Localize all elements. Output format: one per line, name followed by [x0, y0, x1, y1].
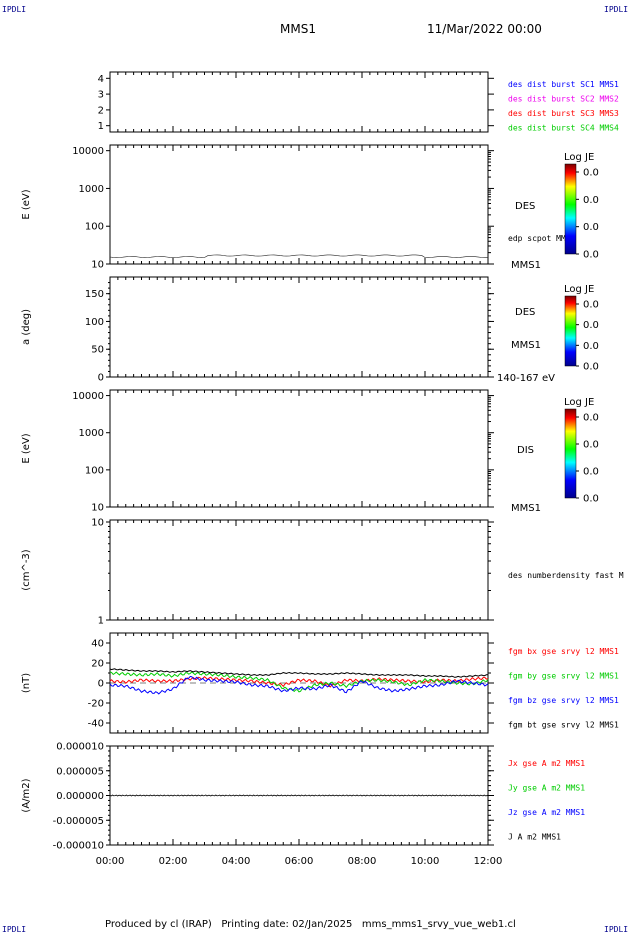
- legend-entry: fgm by gse srvy l2 MMS1: [508, 672, 619, 681]
- colorbar-tick-label: 0.0: [583, 250, 599, 261]
- colorbar-tick-label: 0.0: [583, 413, 599, 424]
- x-tick-label: 02:00: [159, 856, 188, 867]
- y-tick-label: 10: [91, 260, 104, 271]
- spacecraft-title: MMS1: [280, 22, 316, 36]
- legend-entry: J A m2 MMS1: [508, 833, 561, 842]
- y-tick-label: 1000: [79, 184, 104, 195]
- y-tick-label: 100: [85, 317, 104, 328]
- series-line: [109, 675, 489, 695]
- panel-side-label: MMS1: [511, 503, 541, 514]
- corner-mark-bottom-left: IPDLI: [2, 925, 27, 934]
- y-tick-label: 2: [98, 105, 104, 116]
- y-tick-label: 150: [85, 289, 104, 300]
- x-tick-label: 10:00: [411, 856, 440, 867]
- colorbar-tick-label: 0.0: [583, 341, 599, 352]
- colorbar: [564, 408, 577, 499]
- y-tick-label: 40: [91, 639, 104, 650]
- y-axis-label: E (eV): [21, 189, 32, 219]
- legend-entry: fgm bt gse srvy l2 MMS1: [508, 721, 619, 730]
- panel-side-label: DES: [515, 307, 535, 318]
- y-tick-label: 10: [91, 518, 104, 529]
- legend-entry: des dist burst SC1 MMS1: [508, 80, 619, 89]
- legend-entry: fgm bx gse srvy l2 MMS1: [508, 647, 619, 656]
- colorbar: [564, 295, 577, 367]
- x-tick-label: 06:00: [285, 856, 314, 867]
- legend-entry: des dist burst SC4 MMS4: [508, 124, 619, 133]
- y-tick-label: 0.000005: [56, 766, 104, 777]
- panel-frame-4: [109, 519, 489, 621]
- y-tick-label: -20: [88, 699, 104, 710]
- colorbar-tick-label: 0.0: [583, 362, 599, 373]
- scpot-trace: [109, 254, 489, 258]
- x-tick-label: 08:00: [348, 856, 377, 867]
- panel-side-label: MMS1: [511, 340, 541, 351]
- y-tick-label: 100: [85, 222, 104, 233]
- colorbar-title: Log JE: [564, 152, 594, 163]
- panel-side-label: DIS: [517, 445, 534, 456]
- y-tick-label: 0: [98, 373, 104, 384]
- footer-credits: Produced by cl (IRAP) Printing date: 02/…: [105, 919, 516, 930]
- y-axis-label: (nT): [21, 673, 32, 693]
- colorbar: [564, 163, 577, 255]
- y-axis-label: (cm^-3): [21, 549, 32, 590]
- panel-frame-1: [109, 144, 489, 265]
- colorbar-title: Log JE: [564, 284, 594, 295]
- panel-frame-3: [109, 389, 489, 508]
- series-line: [109, 676, 489, 688]
- y-axis-label: a (deg): [21, 309, 32, 345]
- legend-entry: des numberdensity fast M: [508, 571, 624, 580]
- y-tick-label: 4: [98, 74, 104, 85]
- corner-mark-top-left: IPDLI: [2, 5, 27, 14]
- colorbar-tick-label: 0.0: [583, 168, 599, 179]
- corner-mark-top-right: IPDLI: [604, 5, 629, 14]
- y-axis-label: (A/m2): [21, 778, 32, 812]
- y-tick-label: -0.000005: [53, 816, 104, 827]
- y-tick-label: 20: [91, 659, 104, 670]
- panel-side-label: 140-167 eV: [497, 373, 555, 384]
- y-tick-label: -40: [88, 719, 104, 730]
- colorbar-tick-label: 0.0: [583, 222, 599, 233]
- legend-entry: Jx gse A m2 MMS1: [508, 759, 585, 768]
- y-tick-label: 0.000000: [56, 791, 104, 802]
- colorbar-tick-label: 0.0: [583, 300, 599, 311]
- panel-frame-2: [109, 276, 489, 378]
- y-tick-label: 1000: [79, 428, 104, 439]
- series-line: [109, 671, 489, 693]
- y-tick-label: 50: [91, 345, 104, 356]
- colorbar-tick-label: 0.0: [583, 467, 599, 478]
- current-trace: [109, 794, 489, 797]
- panel-frame-0: [109, 71, 489, 133]
- y-tick-label: 3: [98, 90, 104, 101]
- colorbar-tick-label: 0.0: [583, 195, 599, 206]
- x-tick-label: 00:00: [96, 856, 125, 867]
- x-tick-label: 04:00: [222, 856, 251, 867]
- x-tick-label: 12:00: [474, 856, 503, 867]
- y-tick-label: 100: [85, 465, 104, 476]
- plot-date: 11/Mar/2022 00:00: [427, 22, 542, 36]
- colorbar-title: Log JE: [564, 397, 594, 408]
- legend-entry: Jy gse A m2 MMS1: [508, 784, 585, 793]
- series-line: [109, 668, 488, 678]
- y-tick-label: 0: [98, 679, 104, 690]
- colorbar-tick-label: 0.0: [583, 320, 599, 331]
- legend-entry: des dist burst SC2 MMS2: [508, 95, 619, 104]
- y-tick-label: 10000: [72, 146, 104, 157]
- corner-mark-bottom-right: IPDLI: [604, 925, 629, 934]
- y-tick-label: 1: [98, 121, 104, 132]
- panel-side-label: DES: [515, 201, 535, 212]
- panel-side-label: edp scpot MMS1: [508, 234, 576, 243]
- colorbar-tick-label: 0.0: [583, 494, 599, 505]
- legend-entry: Jz gse A m2 MMS1: [508, 808, 585, 817]
- panel-side-label: MMS1: [511, 260, 541, 271]
- y-tick-label: 10000: [72, 391, 104, 402]
- legend-entry: des dist burst SC3 MMS3: [508, 109, 619, 118]
- legend-entry: fgm bz gse srvy l2 MMS1: [508, 696, 619, 705]
- colorbar-tick-label: 0.0: [583, 440, 599, 451]
- y-tick-label: 10: [91, 503, 104, 514]
- y-tick-label: 0.000010: [56, 742, 104, 753]
- y-axis-label: E (eV): [21, 433, 32, 463]
- y-tick-label: -0.000010: [53, 841, 104, 852]
- y-tick-label: 1: [98, 616, 104, 627]
